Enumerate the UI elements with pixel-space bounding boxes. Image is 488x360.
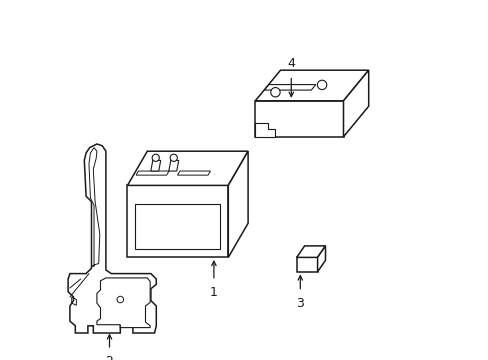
Polygon shape <box>97 278 150 328</box>
Circle shape <box>270 87 280 97</box>
Polygon shape <box>296 246 325 257</box>
Polygon shape <box>89 148 100 266</box>
Circle shape <box>317 80 326 90</box>
Circle shape <box>152 154 159 161</box>
Polygon shape <box>150 161 161 171</box>
Polygon shape <box>264 85 315 90</box>
Polygon shape <box>68 144 156 333</box>
Text: 4: 4 <box>287 57 295 70</box>
Bar <box>135 204 220 249</box>
Text: 2: 2 <box>105 355 113 360</box>
Circle shape <box>117 296 123 303</box>
Polygon shape <box>228 151 247 257</box>
Circle shape <box>170 154 177 161</box>
Polygon shape <box>168 161 178 171</box>
Polygon shape <box>127 151 247 185</box>
Polygon shape <box>343 70 368 137</box>
Polygon shape <box>255 70 368 101</box>
Polygon shape <box>255 123 275 137</box>
Polygon shape <box>136 171 169 175</box>
Polygon shape <box>127 185 228 257</box>
Polygon shape <box>255 101 343 137</box>
Polygon shape <box>296 257 317 272</box>
Text: 1: 1 <box>209 286 217 299</box>
Polygon shape <box>177 171 210 175</box>
Text: 3: 3 <box>296 297 304 310</box>
Polygon shape <box>317 246 325 272</box>
